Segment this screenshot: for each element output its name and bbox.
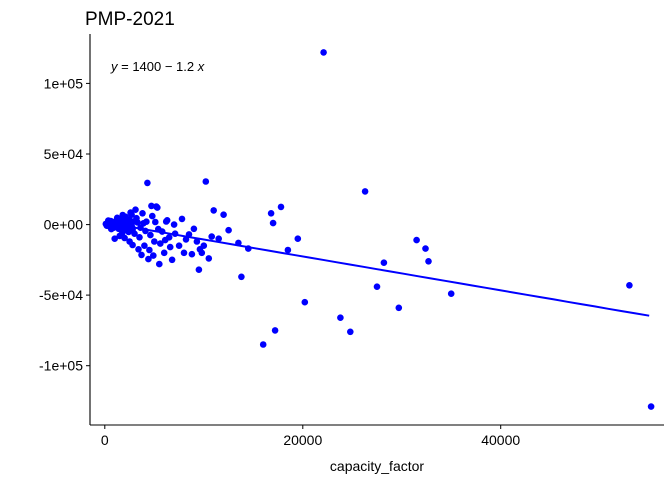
data-point	[113, 214, 121, 222]
data-point	[413, 236, 420, 244]
y-tick-label: 5e+04	[44, 146, 84, 162]
data-point	[180, 249, 188, 257]
data-point	[175, 242, 183, 249]
data-point	[121, 234, 128, 242]
data-point	[320, 49, 327, 56]
data-point	[129, 241, 136, 249]
regression-equation: y = 1400 − 1.2 x	[110, 59, 205, 74]
data-point	[146, 246, 153, 254]
data-point	[162, 218, 170, 225]
regression-line	[104, 221, 650, 317]
data-point	[139, 210, 146, 217]
data-point	[447, 290, 455, 298]
data-point	[395, 304, 403, 312]
data-point	[196, 246, 204, 253]
data-point	[195, 266, 203, 274]
data-point	[277, 203, 285, 211]
data-point	[202, 178, 210, 185]
data-point	[188, 250, 196, 258]
data-point	[147, 231, 154, 239]
data-point	[647, 403, 655, 410]
data-point	[215, 235, 222, 242]
data-point	[160, 249, 168, 257]
data-point	[150, 252, 157, 259]
data-point	[138, 251, 145, 259]
data-point	[148, 202, 155, 210]
data-point	[151, 238, 158, 245]
data-point	[269, 219, 277, 227]
data-points	[102, 49, 655, 410]
equation-x-var: x	[197, 59, 205, 74]
data-point	[337, 314, 344, 322]
y-tick-label: -1e+05	[39, 358, 83, 374]
data-point	[141, 242, 148, 249]
data-point	[208, 233, 215, 240]
data-point	[190, 225, 198, 233]
data-point	[153, 203, 160, 210]
data-point	[123, 215, 131, 223]
chart-title: PMP-2021	[85, 9, 175, 30]
data-point	[347, 328, 354, 336]
data-point	[135, 246, 142, 253]
data-point	[284, 246, 292, 254]
data-point	[136, 234, 143, 241]
data-point	[259, 341, 267, 348]
data-point	[422, 245, 429, 252]
data-point	[205, 255, 213, 262]
y-tick-label: 0e+00	[44, 217, 84, 233]
data-point	[210, 207, 217, 214]
data-point	[157, 240, 164, 247]
x-tick-label: 0	[101, 432, 109, 448]
data-point	[225, 226, 232, 234]
x-axis-ticks: 0 20000 40000	[101, 425, 520, 448]
data-point	[294, 235, 302, 242]
data-point	[140, 220, 147, 227]
data-point	[267, 210, 275, 217]
data-point	[131, 230, 138, 237]
data-point	[361, 188, 369, 195]
data-point	[271, 327, 279, 334]
data-point	[108, 225, 115, 233]
y-axis-ticks: 1e+05 5e+04 0e+00 -5e+04 -1e+05	[39, 75, 90, 374]
data-point	[161, 236, 169, 244]
data-point	[170, 221, 178, 228]
x-tick-label: 40000	[481, 432, 520, 448]
data-point	[152, 218, 159, 226]
data-point	[127, 209, 134, 216]
data-point	[132, 206, 139, 213]
data-point	[111, 235, 118, 242]
data-point	[626, 282, 633, 289]
data-point	[134, 219, 141, 226]
data-point	[425, 258, 432, 265]
equation-y-var: y	[110, 59, 119, 74]
data-point	[144, 179, 151, 187]
x-axis-title: capacity_factor	[330, 458, 424, 474]
data-point	[301, 298, 309, 306]
plot-area	[102, 49, 655, 410]
data-point	[220, 211, 227, 218]
data-point	[156, 260, 163, 268]
equation-body: = 1400 − 1.2	[118, 59, 198, 74]
data-point	[166, 243, 174, 251]
data-point	[145, 255, 152, 263]
data-point	[149, 212, 156, 220]
data-point	[178, 215, 186, 223]
y-tick-label: -5e+04	[39, 287, 83, 303]
data-point	[380, 259, 388, 267]
y-tick-label: 1e+05	[44, 75, 84, 91]
data-point	[373, 283, 381, 291]
data-point	[168, 256, 176, 264]
x-tick-label: 20000	[283, 432, 322, 448]
data-point	[238, 273, 245, 281]
data-point	[119, 211, 126, 219]
data-point	[193, 238, 201, 245]
